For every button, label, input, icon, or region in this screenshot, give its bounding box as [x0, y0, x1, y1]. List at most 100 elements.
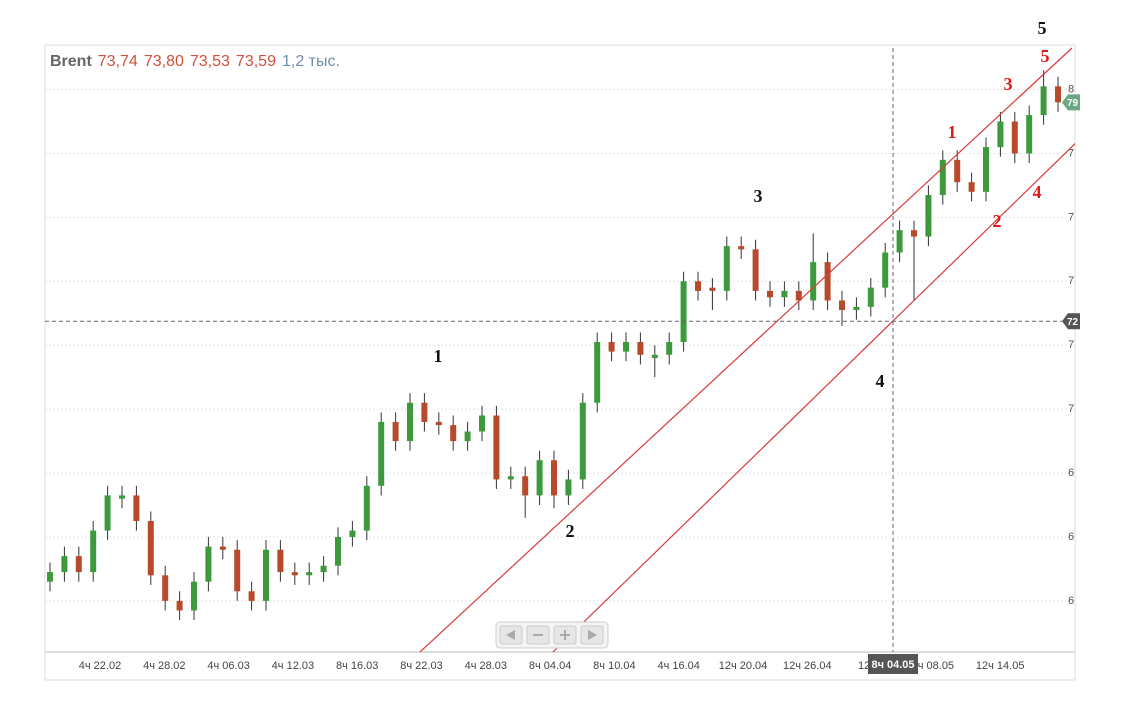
candle-body	[335, 536, 341, 566]
candle-body	[363, 485, 370, 531]
candle-body	[709, 287, 716, 291]
candle-body	[738, 246, 745, 250]
candle-body	[392, 421, 399, 442]
candle-body	[162, 575, 169, 601]
candle-body	[925, 195, 932, 237]
candle-body	[219, 546, 226, 550]
candle-body	[493, 415, 500, 480]
candle-body	[176, 600, 183, 611]
quote-close: 73,59	[235, 53, 276, 70]
candle-body	[479, 415, 485, 432]
crosshair-x-label: 8ч 04.05	[871, 659, 914, 671]
quote-low: 73,53	[189, 53, 230, 70]
candle-body	[1011, 121, 1018, 154]
candle-body	[522, 476, 529, 496]
y-tick-label: 8	[1068, 83, 1074, 95]
wave-label: 4	[876, 371, 885, 391]
x-tick-label: ч 08.05	[918, 660, 954, 672]
candle-body	[435, 421, 442, 426]
x-tick-label: 4ч 22.02	[79, 660, 121, 672]
volume: 1,2 тыс.	[281, 53, 340, 70]
wave-label: 2	[566, 521, 575, 541]
candle-body	[824, 262, 831, 301]
candle-body	[939, 159, 946, 196]
candle-body	[651, 354, 658, 358]
candle-body	[594, 342, 601, 403]
candle-body	[911, 230, 917, 237]
candles	[47, 70, 1061, 621]
arrow-icon	[506, 630, 515, 640]
x-tick-label: 8ч 04.04	[529, 660, 571, 672]
frame	[44, 44, 1076, 681]
scroll-widget[interactable]	[495, 621, 609, 649]
candle-body	[464, 431, 471, 442]
candle-body	[104, 495, 111, 531]
x-tick-label: 4ч 16.04	[657, 660, 699, 672]
candle-body	[752, 249, 759, 291]
candle-body	[263, 549, 269, 601]
wave-label: 5	[1038, 18, 1047, 38]
wave-label: 4	[1033, 182, 1042, 202]
candle-body	[983, 147, 989, 192]
y-tick-label: 7	[1068, 211, 1074, 223]
price-tag	[1062, 94, 1080, 111]
candle-body	[349, 530, 356, 537]
candle-body	[61, 556, 68, 573]
candle-body	[507, 476, 514, 480]
candle-body	[723, 246, 730, 291]
candle-body	[277, 549, 284, 573]
candle-body	[867, 287, 874, 307]
price-tag-label: 72	[1067, 317, 1079, 328]
x-tick-label: 8ч 22.03	[400, 660, 442, 672]
wave-label: 1	[434, 346, 443, 366]
quote-high: 73,80	[143, 53, 184, 70]
quote-header: Brent 73,74 73,80 73,53 73,59 1,2 тыс.	[50, 53, 346, 71]
x-tick-label: 12ч 20.04	[719, 660, 768, 672]
x-tick-label: 4ч 28.02	[143, 660, 185, 672]
x-tick-label: 4ч 12.03	[272, 660, 314, 672]
y-tick-label: 6	[1068, 531, 1074, 543]
scroll-box	[495, 621, 609, 649]
candle-body	[954, 159, 961, 183]
candle-body	[565, 479, 572, 496]
candle-body	[579, 402, 586, 480]
candle-body	[320, 565, 327, 573]
candle-body	[810, 262, 817, 301]
candle-body	[637, 342, 644, 355]
candle-body	[450, 425, 457, 442]
candle-body	[248, 591, 255, 601]
x-tick-label: 12ч 26.04	[783, 660, 832, 672]
candle-body	[853, 306, 860, 311]
candle-body	[551, 460, 557, 496]
candle-body	[795, 290, 802, 301]
wave-label: 5	[1041, 46, 1050, 66]
candle-body	[306, 572, 313, 576]
candle-body	[90, 530, 97, 573]
wave-label: 2	[993, 211, 1002, 231]
candle-body	[666, 342, 673, 355]
candle-body	[133, 495, 140, 521]
candle-body	[407, 402, 413, 442]
y-tick-label: 6	[1068, 595, 1074, 607]
candle-body	[147, 520, 154, 576]
candle-body	[695, 281, 701, 291]
channel	[419, 47, 1075, 652]
x-tick-label: 8ч 10.04	[593, 660, 635, 672]
price-tag-label: 79	[1067, 98, 1079, 109]
candle-body	[997, 121, 1004, 148]
candle-body	[767, 290, 773, 298]
y-tick-label: 7	[1068, 339, 1074, 351]
candle-body	[623, 342, 629, 352]
candle-body	[608, 342, 615, 352]
candle-body	[1040, 86, 1047, 116]
plus-icon	[560, 630, 570, 640]
candle-body	[119, 495, 125, 499]
y-tick-label: 7	[1068, 147, 1074, 159]
candle-body	[781, 290, 788, 298]
candle-body	[421, 402, 428, 422]
x-tick-label: 4ч 06.03	[207, 660, 249, 672]
wave-label: 3	[1004, 74, 1013, 94]
price-tag	[1062, 313, 1080, 330]
arrow-icon	[588, 630, 597, 640]
